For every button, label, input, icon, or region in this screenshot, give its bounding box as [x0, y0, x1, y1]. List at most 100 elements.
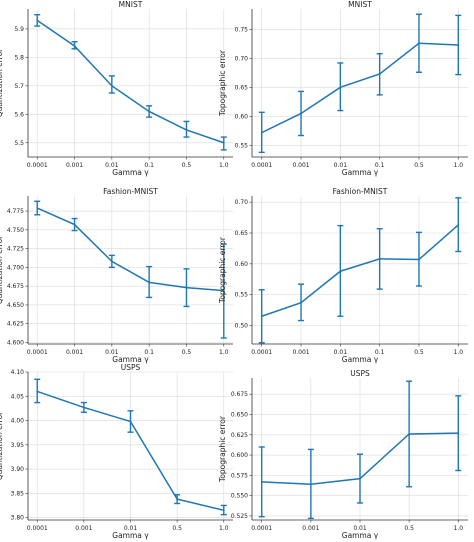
- error-bar: [174, 494, 181, 505]
- data-point: [36, 390, 39, 393]
- chart-title: Fashion-MNIST: [333, 187, 388, 196]
- y-tick-label: 0.625: [231, 432, 248, 439]
- y-tick-label: 3.80: [11, 515, 25, 522]
- y-tick-label: 0.60: [235, 261, 249, 268]
- x-tick-label: 0.0001: [27, 525, 48, 532]
- y-tick-label: 0.60: [235, 113, 249, 120]
- y-tick-label: 0.600: [231, 452, 248, 459]
- x-tick-label: 1.0: [454, 349, 464, 356]
- chart-title: MNIST: [348, 0, 372, 9]
- y-tick-label: 0.675: [231, 391, 248, 398]
- chart-title: Fashion-MNIST: [103, 187, 158, 196]
- error-bar: [357, 453, 363, 504]
- x-tick-label: 0.001: [292, 349, 309, 356]
- error-bar: [298, 283, 305, 322]
- x-tick-label: 1.0: [219, 349, 229, 356]
- x-axis-label: Gamma γ: [112, 355, 149, 364]
- data-point: [260, 131, 263, 134]
- error-bar: [183, 268, 190, 308]
- error-bar: [127, 410, 134, 433]
- y-tick-label: 0.70: [235, 199, 249, 206]
- data-point: [176, 498, 179, 501]
- error-bar: [455, 14, 462, 76]
- x-tick-label: 1.0: [454, 525, 464, 532]
- x-tick-label: 0.01: [353, 525, 367, 532]
- data-point: [222, 141, 225, 144]
- data-point: [359, 477, 361, 480]
- y-axis-label: Quantization error: [0, 411, 4, 480]
- x-axis-label: Gamma γ: [342, 531, 379, 540]
- y-tick-label: 4.700: [7, 264, 24, 271]
- error-bar: [220, 243, 227, 339]
- x-tick-label: 1.0: [454, 162, 464, 169]
- data-point: [222, 289, 225, 292]
- error-bar: [258, 111, 265, 154]
- y-tick-label: 5.6: [14, 111, 24, 118]
- series-line: [36, 19, 225, 144]
- y-tick-label: 0.65: [235, 84, 249, 91]
- y-tick-label: 0.70: [235, 55, 249, 62]
- x-tick-label: 0.1: [375, 349, 385, 356]
- x-tick-label: 0.5: [182, 349, 192, 356]
- data-point: [185, 286, 188, 289]
- y-tick-label: 4.05: [11, 393, 25, 400]
- error-bar: [34, 13, 41, 27]
- chart-panel: 5.5 5.6 5.7 5.8 5.9 0.0001 0.001 0.01 0.1 0.5 1.0 M…: [0, 0, 233, 177]
- x-tick-label: 0.01: [124, 525, 138, 532]
- x-tick-label: 0.0001: [251, 525, 272, 532]
- x-tick-label: 1.0: [219, 162, 229, 169]
- data-point: [110, 84, 113, 87]
- x-tick-label: 0.5: [182, 162, 192, 169]
- error-bar: [455, 197, 462, 253]
- error-bar: [337, 62, 344, 112]
- x-tick-label: 0.5: [414, 162, 424, 169]
- data-point: [82, 406, 85, 409]
- data-point: [418, 42, 420, 45]
- data-point: [260, 315, 263, 318]
- y-tick-label: 4.750: [7, 227, 24, 234]
- error-bar: [146, 105, 153, 118]
- x-tick-label: 0.001: [66, 349, 83, 356]
- y-tick-label: 5.5: [14, 140, 24, 147]
- y-tick-label: 4.600: [7, 339, 24, 346]
- data-point: [148, 281, 151, 284]
- y-tick-label: 0.650: [231, 412, 248, 419]
- y-tick-label: 0.65: [235, 230, 249, 237]
- y-tick-label: 5.7: [14, 83, 24, 90]
- data-point: [73, 45, 76, 47]
- y-tick-label: 3.90: [11, 466, 25, 473]
- y-tick-label: 4.650: [7, 302, 24, 309]
- error-bar: [34, 200, 41, 216]
- error-bar: [298, 90, 305, 137]
- y-tick-label: 5.8: [14, 54, 24, 61]
- y-tick-label: 0.75: [235, 26, 249, 33]
- chart-title: MNIST: [119, 0, 143, 9]
- data-point: [148, 110, 151, 113]
- series-line: [261, 42, 459, 134]
- data-point: [418, 258, 420, 261]
- chart-panel: 4.600 4.625 4.650 4.675 4.700 4.725 4.750 4.775…: [0, 187, 233, 364]
- y-tick-label: 4.00: [11, 418, 25, 425]
- data-point: [300, 301, 302, 304]
- error-bar: [258, 289, 265, 344]
- y-tick-label: 0.575: [231, 472, 248, 479]
- error-bar: [455, 395, 462, 472]
- x-axis-label: Gamma γ: [342, 168, 379, 177]
- data-point: [36, 207, 39, 209]
- chart-title: USPS: [121, 363, 141, 372]
- data-point: [222, 509, 225, 512]
- x-axis-label: Gamma γ: [112, 531, 149, 540]
- y-axis-label: Topographic error: [218, 415, 227, 483]
- error-bar: [108, 254, 115, 269]
- data-point: [339, 86, 342, 89]
- x-tick-label: 0.001: [66, 162, 83, 169]
- y-tick-label: 0.50: [235, 323, 249, 330]
- y-tick-label: 4.10: [11, 369, 25, 376]
- x-tick-label: 0.1: [375, 162, 385, 169]
- x-tick-label: 0.5: [404, 525, 414, 532]
- chart-title: USPS: [350, 369, 370, 378]
- error-bar: [220, 136, 227, 151]
- chart-panel: 0.55 0.60 0.65 0.70 0.75 0.0001 0.001 0.01 0.1 0.…: [218, 0, 468, 177]
- data-point: [408, 433, 411, 435]
